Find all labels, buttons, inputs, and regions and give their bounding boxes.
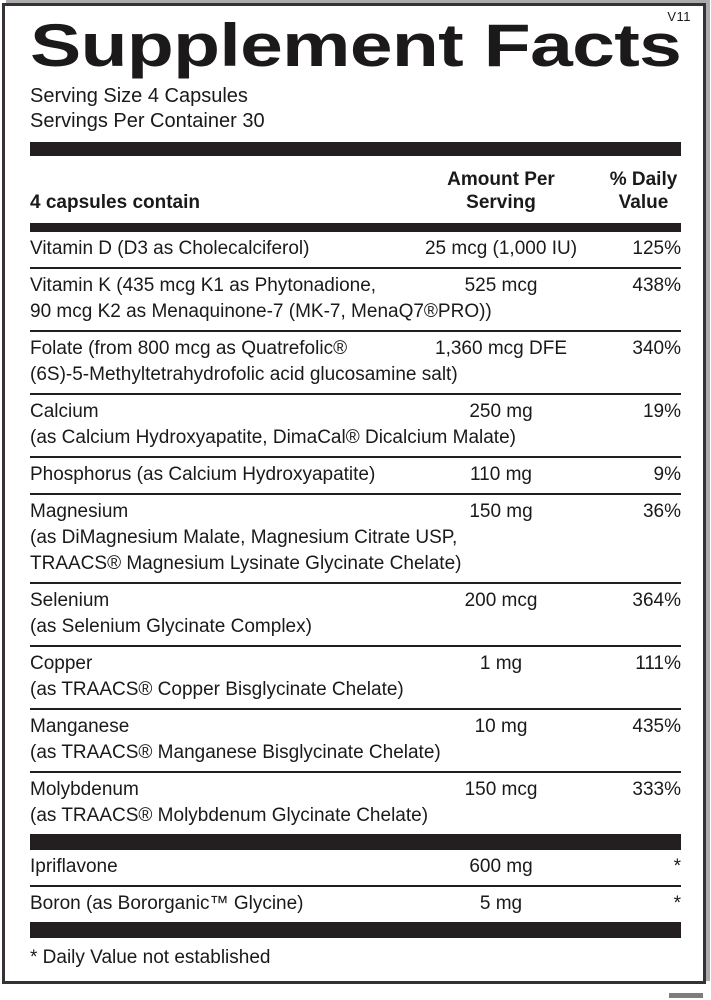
ingredient-daily-value: 340%	[632, 338, 681, 359]
ingredient-name: Vitamin D (D3 as Cholecalciferol)	[30, 238, 310, 259]
table-row: Manganese 10 mg 435% (as TRAACS® Mangane…	[30, 708, 681, 771]
table-header: 4 capsules contain Amount Per Serving % …	[30, 156, 681, 223]
column-header-daily-value: % Daily Value	[606, 168, 681, 214]
ingredient-amount: 110 mg	[470, 464, 532, 485]
table-row: Copper 1 mg 111% (as TRAACS® Copper Bisg…	[30, 645, 681, 708]
divider-bar-other	[30, 834, 681, 850]
column-header-dv-line2: Value	[618, 192, 669, 213]
ingredient-description: (as DiMagnesium Malate, Magnesium Citrat…	[30, 527, 458, 548]
ingredient-description: (as Calcium Hydroxyapatite, DimaCal® Dic…	[30, 427, 516, 448]
ingredient-name: Boron (as Bororganic™ Glycine)	[30, 893, 304, 914]
ingredient-daily-value: 36%	[642, 501, 681, 522]
ingredient-daily-value: 438%	[632, 275, 681, 296]
ingredient-description: (as Selenium Glycinate Complex)	[30, 616, 312, 637]
ingredient-amount: 525 mcg	[464, 275, 538, 296]
table-row: Vitamin K (435 mcg K1 as Phytonadione, 5…	[30, 267, 681, 330]
ingredient-daily-value: 9%	[653, 464, 681, 485]
column-header-dv-line1: % Daily	[609, 169, 678, 190]
table-row: Boron (as Bororganic™ Glycine) 5 mg *	[30, 885, 681, 922]
other-ingredient-rows: Ipriflavone 600 mg * Boron (as Bororgani…	[30, 850, 681, 922]
ingredient-amount: 200 mcg	[464, 590, 538, 611]
column-header-amount-line2: Serving	[466, 192, 536, 213]
vitamin-mineral-rows: Vitamin D (D3 as Cholecalciferol) 25 mcg…	[30, 232, 681, 834]
daily-value-footnote: * Daily Value not established	[30, 947, 271, 968]
ingredient-description: TRAACS® Magnesium Lysinate Glycinate Che…	[30, 553, 462, 574]
ingredient-amount: 150 mcg	[464, 779, 538, 800]
ingredient-daily-value: 125%	[632, 238, 681, 259]
supplement-facts-label: V11 Supplement Facts Serving Size 4 Caps…	[2, 3, 706, 984]
column-header-amount: Amount Per Serving	[396, 168, 606, 214]
ingredient-description: 90 mcg K2 as Menaquinone-7 (MK-7, MenaQ7…	[30, 301, 492, 322]
ingredient-daily-value: 364%	[632, 590, 681, 611]
ingredient-name: Molybdenum	[30, 779, 139, 800]
ingredient-name: Copper	[30, 653, 93, 674]
divider-bar-bottom	[30, 922, 681, 938]
ingredient-name: Ipriflavone	[30, 856, 118, 877]
page-title: Supplement Facts	[30, 12, 682, 79]
ingredient-amount: 1,360 mcg DFE	[435, 338, 567, 359]
table-row: Molybdenum 150 mcg 333% (as TRAACS® Moly…	[30, 771, 681, 834]
ingredient-daily-value: 19%	[642, 401, 681, 422]
table-row: Selenium 200 mcg 364% (as Selenium Glyci…	[30, 582, 681, 645]
table-row: Magnesium 150 mg 36% (as DiMagnesium Mal…	[30, 493, 681, 582]
column-header-amount-line1: Amount Per	[447, 169, 555, 190]
ingredient-description: (as TRAACS® Copper Bisglycinate Chelate)	[30, 679, 404, 700]
divider-bar-top	[30, 142, 681, 156]
table-row: Vitamin D (D3 as Cholecalciferol) 25 mcg…	[30, 232, 681, 267]
ingredient-daily-value: 111%	[635, 653, 681, 674]
ingredient-name: Folate (from 800 mcg as Quatrefolic®	[30, 338, 348, 359]
ingredient-name: Manganese	[30, 716, 130, 737]
servings-per-container: Servings Per Container 30	[30, 110, 265, 132]
ingredient-amount: 5 mg	[479, 893, 523, 914]
serving-info: Serving Size 4 Capsules Servings Per Con…	[30, 84, 681, 134]
ingredient-description: (as TRAACS® Molybdenum Glycinate Chelate…	[30, 805, 429, 826]
table-row: Phosphorus (as Calcium Hydroxyapatite) 1…	[30, 456, 681, 493]
table-row: Folate (from 800 mcg as Quatrefolic® 1,3…	[30, 330, 681, 393]
ingredient-daily-value: 435%	[632, 716, 681, 737]
table-row: Calcium 250 mg 19% (as Calcium Hydroxyap…	[30, 393, 681, 456]
ingredient-amount: 10 mg	[474, 716, 528, 737]
ingredient-amount: 600 mg	[469, 856, 533, 877]
ingredient-description: (6S)-5-Methyltetrahydrofolic acid glucos…	[30, 364, 458, 385]
serving-size: Serving Size 4 Capsules	[30, 85, 248, 107]
version-code: V11	[667, 9, 691, 24]
ingredient-name: Vitamin K (435 mcg K1 as Phytonadione,	[30, 275, 377, 296]
ingredient-name: Calcium	[30, 401, 99, 422]
ingredient-amount: 150 mg	[469, 501, 533, 522]
print-artifact	[669, 993, 703, 998]
ingredient-amount: 250 mg	[469, 401, 533, 422]
divider-bar-header	[30, 223, 681, 232]
ingredient-name: Magnesium	[30, 501, 129, 522]
ingredient-amount: 25 mcg (1,000 IU)	[424, 238, 578, 259]
ingredient-daily-value: 333%	[632, 779, 681, 800]
ingredient-daily-value: *	[673, 856, 681, 877]
ingredient-description: (as TRAACS® Manganese Bisglycinate Chela…	[30, 742, 441, 763]
column-header-contains: 4 capsules contain	[30, 192, 201, 213]
ingredient-amount: 1 mg	[479, 653, 523, 674]
ingredient-name: Phosphorus (as Calcium Hydroxyapatite)	[30, 464, 376, 485]
ingredient-daily-value: *	[673, 893, 681, 914]
ingredient-name: Selenium	[30, 590, 110, 611]
table-row: Ipriflavone 600 mg *	[30, 850, 681, 885]
